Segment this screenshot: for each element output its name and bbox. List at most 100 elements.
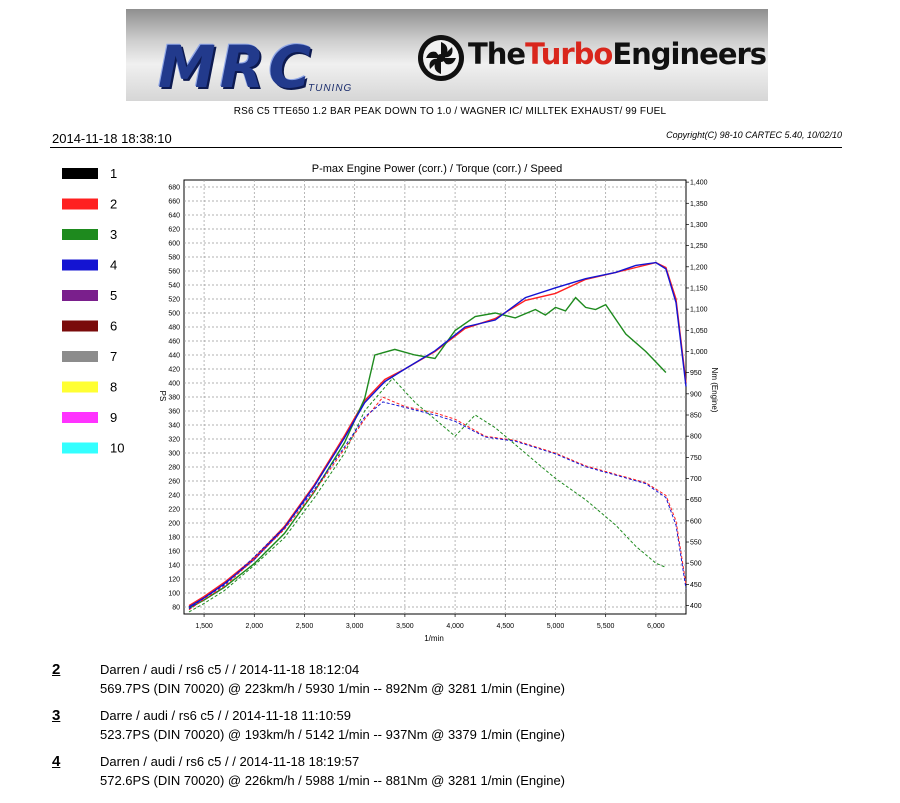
y-tick-label: 180 [168,535,180,542]
y-tick-label: 300 [168,451,180,458]
run-info: Darren / audi / rs6 c5 / / 2014-11-18 18… [100,662,360,677]
legend-label: 8 [110,380,117,395]
y2-tick-label: 1,200 [690,264,708,271]
series-line-3-power [188,296,667,610]
y-tick-label: 660 [168,199,180,206]
legend-label: 4 [110,258,117,273]
y2-tick-label: 1,250 [690,243,708,250]
legend-label: 6 [110,319,117,334]
y2-tick-label: 1,400 [690,180,708,187]
legend-label: 10 [110,441,124,456]
legend: 1 2 3 4 5 6 7 8 9 10 [62,166,124,456]
y-tick-label: 440 [168,353,180,360]
y2-tick-label: 1,050 [690,328,708,335]
copyright-text: Copyright(C) 98-10 CARTEC 5.40, 10/02/10 [666,130,842,140]
brand-text-engineers: Engineers [612,37,767,71]
series-line-4-torque [188,401,687,610]
legend-swatch [62,290,98,301]
y-tick-label: 320 [168,437,180,444]
legend-label: 9 [110,410,117,425]
series-line-4-power [188,261,687,608]
brand-text-the: The [468,37,526,71]
y-tick-label: 220 [168,507,180,514]
legend-swatch [62,168,98,179]
y2-tick-label: 1,150 [690,285,708,292]
legend-swatch [62,198,98,210]
x-tick-label: 2,000 [246,623,264,630]
report-timestamp: 2014-11-18 18:38:10 [52,131,172,146]
mrc-tuning-logo: MRC TUNING [138,23,400,101]
y-tick-label: 340 [168,423,180,430]
y2-axis-label: Nm (Engine) [710,368,719,413]
legend-swatch [62,229,98,240]
run-result: 569.7PS (DIN 70020) @ 223km/h / 5930 1/m… [100,681,566,696]
run-number: 2 [52,661,61,678]
y-tick-label: 580 [168,255,180,262]
y2-tick-label: 900 [690,391,702,398]
y2-tick-label: 500 [690,561,702,568]
plot-frame-border [183,179,687,615]
series [188,261,687,613]
x-tick-label: 4,500 [497,623,515,630]
y-tick-label: 160 [168,549,180,556]
y-axis-label: PS [158,391,167,402]
legend-label: 3 [110,227,117,242]
run-number: 4 [52,753,61,770]
legend-swatch [62,259,98,271]
y-tick-label: 240 [168,493,180,500]
x-axis-label: 1/min [424,634,444,643]
y-tick-label: 280 [168,465,180,472]
y-tick-label: 140 [168,563,180,570]
y2-tick-label: 950 [690,370,702,377]
y2-tick-label: 750 [690,455,702,462]
y-tick-label: 120 [168,577,180,584]
y2-tick-label: 1,000 [690,349,708,356]
legend-swatch [62,351,98,362]
series-line-3-torque [188,377,667,613]
x-tick-label: 5,000 [547,623,565,630]
y2-tick-label: 550 [690,540,702,547]
x-tick-label: 1,500 [195,623,213,630]
grid [184,180,686,614]
y2-tick-label: 700 [690,476,702,483]
y-tick-label: 380 [168,395,180,402]
header-banner: MRC TUNING TheTurboEngineers [126,9,768,101]
y2-tick-label: 650 [690,497,702,504]
turbo-fan-icon [418,35,464,81]
x-tick-label: 3,000 [346,623,364,630]
x-axis: 1,500 2,000 2,500 3,000 3,500 4,000 4,500 5,000… [195,614,665,630]
x-tick-label: 6,000 [647,623,665,630]
y-tick-label: 260 [168,479,180,486]
mrc-logo-text: MRC [158,33,315,101]
y-tick-label: 600 [168,241,180,248]
y2-tick-label: 400 [690,603,702,610]
y-tick-label: 420 [168,367,180,374]
y-tick-label: 80 [172,605,180,612]
y2-tick-label: 1,100 [690,307,708,314]
run-info: Darre / audi / rs6 c5 / / 2014-11-18 11:… [100,708,351,723]
legend-label: 7 [110,349,117,364]
y-tick-label: 460 [168,339,180,346]
y-tick-label: 200 [168,521,180,528]
legend-label: 1 [110,166,117,181]
series-line-2-power [188,261,687,607]
y-tick-label: 680 [168,185,180,192]
run-info: Darren / audi / rs6 c5 / / 2014-11-18 18… [100,754,360,769]
y2-tick-label: 600 [690,518,702,525]
y-tick-label: 100 [168,591,180,598]
y2-tick-label: 850 [690,412,702,419]
y-tick-label: 360 [168,409,180,416]
legend-swatch [62,412,98,423]
legend-label: 5 [110,288,117,303]
run-caption: RS6 C5 TTE650 1.2 BAR PEAK DOWN TO 1.0 /… [233,106,667,117]
brand-text-turbo: Turbo [525,37,613,71]
y2-tick-label: 800 [690,434,702,441]
plot-area [183,179,687,615]
y-tick-label: 640 [168,213,180,220]
legend-swatch [62,442,98,454]
legend-swatch [62,381,98,393]
run-result: 523.7PS (DIN 70020) @ 193km/h / 5142 1/m… [100,727,566,742]
x-tick-label: 3,500 [396,623,414,630]
run-number: 3 [52,707,61,724]
